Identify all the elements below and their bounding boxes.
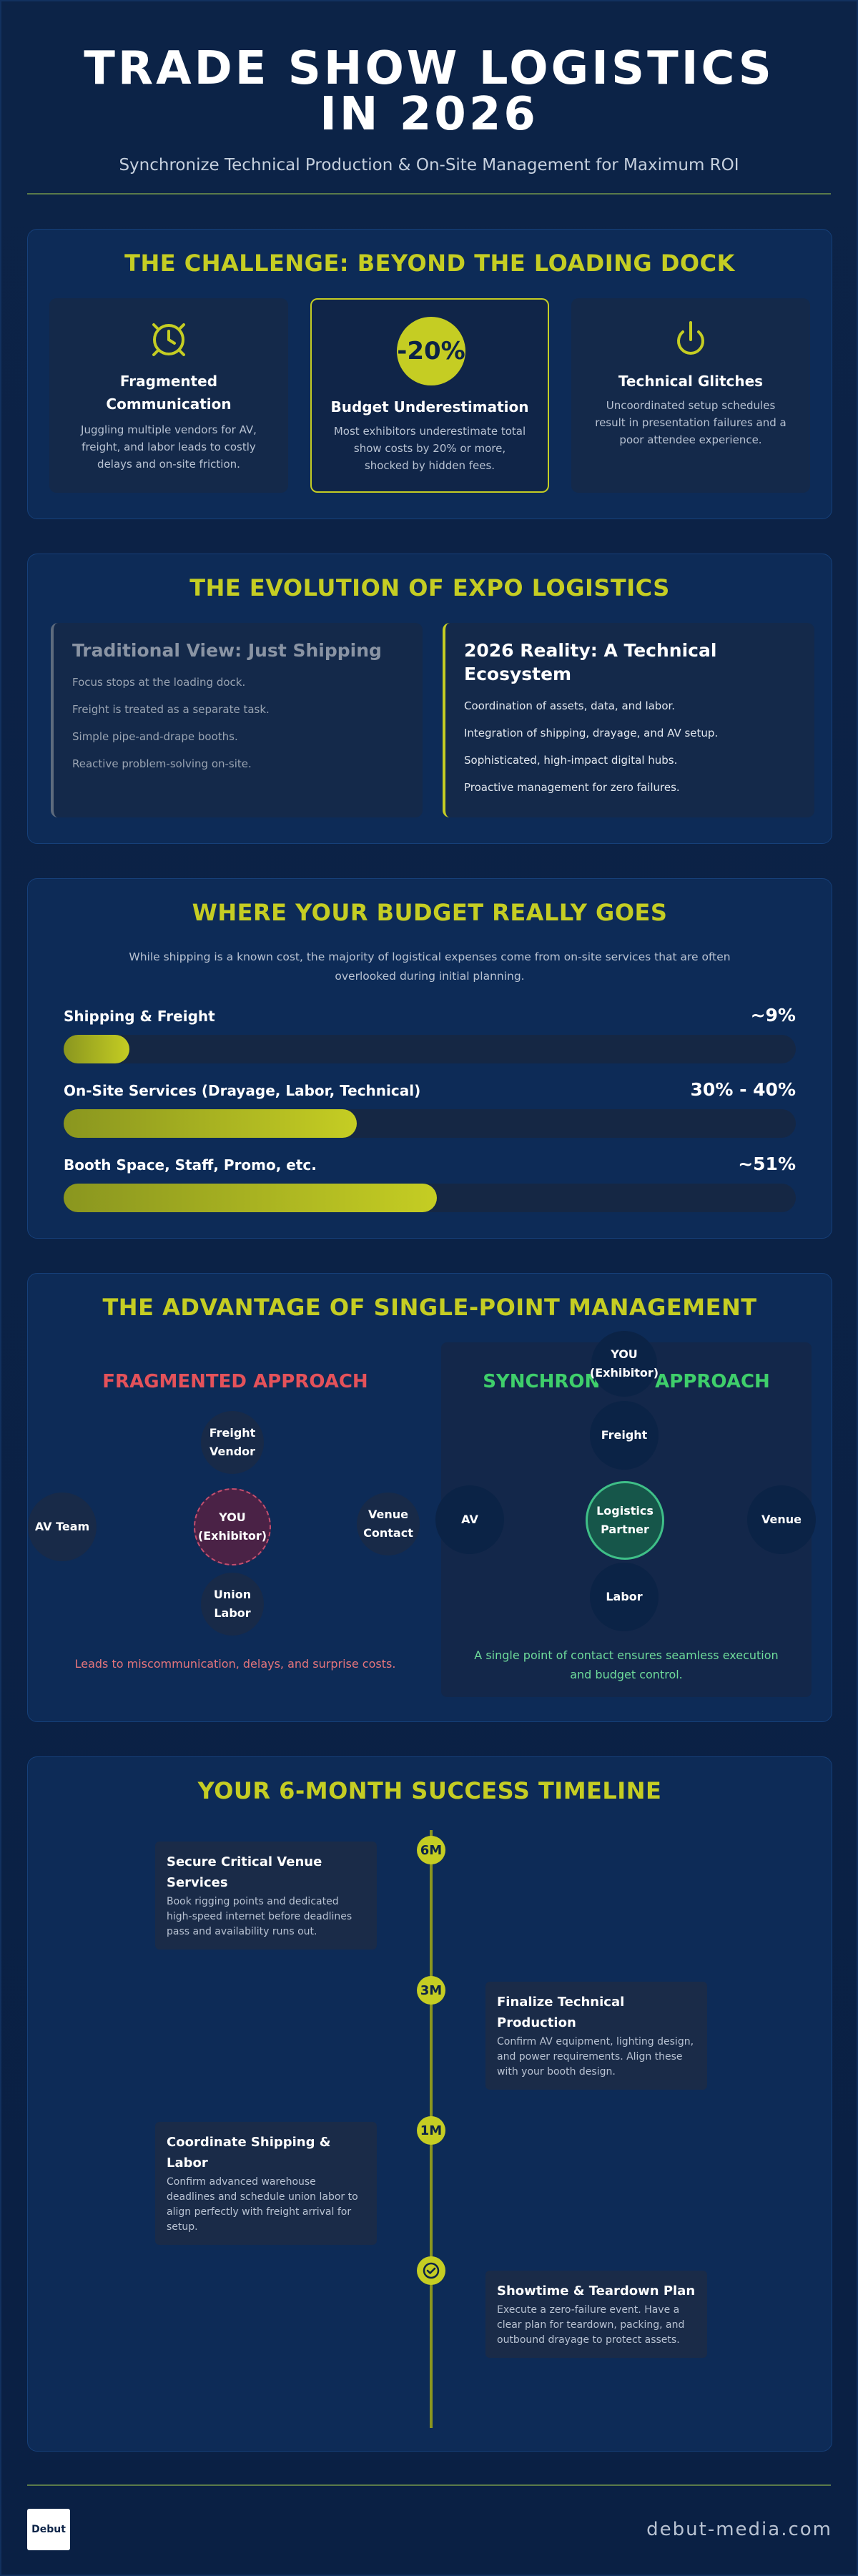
list-item: Reactive problem-solving on-site. (72, 757, 252, 770)
timeline-step-body: Confirm AV equipment, lighting design, a… (497, 2036, 694, 2078)
timeline-step-body: Book rigging points and dedicated high-s… (167, 1896, 352, 1937)
challenge-item-glitches: Technical Glitches Uncoordinated setup s… (571, 298, 810, 493)
challenge-title: THE CHALLENGE: BEYOND THE LOADING DOCK (124, 250, 735, 277)
site-link[interactable]: debut-media.com (646, 2519, 832, 2540)
node-freight-vendor: Freight Vendor (201, 1411, 264, 1474)
node-venue-contact: Venue Contact (357, 1493, 420, 1555)
timeline-step-card: Coordinate Shipping & Labor Confirm adva… (155, 2122, 377, 2245)
timeline-section: YOUR 6-MONTH SUCCESS TIMELINE 6M Secure … (27, 1756, 832, 2452)
timeline-step-card: Secure Critical Venue Services Book rigg… (155, 1842, 377, 1950)
challenge-section: THE CHALLENGE: BEYOND THE LOADING DOCK F… (27, 229, 832, 519)
budget-intro: While shipping is a known cost, the majo… (129, 950, 731, 983)
challenge-item-title: Fragmented Communication (106, 373, 232, 413)
footer-divider (27, 2484, 831, 2486)
challenge-item-body: Most exhibitors underestimate total show… (333, 425, 526, 472)
advantage-section: THE ADVANTAGE OF SINGLE-POINT MANAGEMENT… (27, 1273, 832, 1722)
timeline-marker: 3M (417, 1976, 445, 2005)
node-av: AV (435, 1485, 504, 1554)
budget-row-label: Booth Space, Staff, Promo, etc. (64, 1156, 317, 1174)
debut-logo[interactable]: Debut (27, 2509, 70, 2550)
budget-title: WHERE YOUR BUDGET REALLY GOES (192, 899, 668, 926)
timeline-step-card: Finalize Technical Production Confirm AV… (485, 1982, 707, 2090)
traditional-view-panel: Traditional View: Just Shipping Focus st… (51, 623, 423, 817)
list-item: Coordination of assets, data, and labor. (464, 699, 676, 712)
timeline-step-title: Coordinate Shipping & Labor (167, 2135, 331, 2171)
header-divider (27, 193, 831, 195)
list-item: Sophisticated, high-impact digital hubs. (464, 754, 678, 767)
node-freight: Freight (590, 1401, 659, 1470)
challenge-item-title: Technical Glitches (618, 373, 764, 390)
node-you-exhibitor: YOU (Exhibitor) (590, 1331, 659, 1397)
fragmented-note: Leads to miscommunication, delays, and s… (74, 1657, 396, 1671)
percent-badge: -20% (397, 317, 465, 385)
clock-icon (49, 318, 288, 364)
budget-row-value: ~9% (750, 1005, 796, 1026)
budget-row-shipping: Shipping & Freight ~9% (64, 1005, 796, 1063)
evolution-section: THE EVOLUTION OF EXPO LOGISTICS Traditio… (27, 554, 832, 844)
budget-bar-fill (64, 1184, 438, 1212)
timeline-step-title: Secure Critical Venue Services (167, 1854, 322, 1890)
budget-bar-track (64, 1035, 796, 1063)
node-venue: Venue (747, 1485, 816, 1554)
fragmented-title: FRAGMENTED APPROACH (102, 1371, 368, 1392)
challenge-item-budget: -20% Budget Underestimation Most exhibit… (310, 298, 549, 493)
budget-section: WHERE YOUR BUDGET REALLY GOES While ship… (27, 878, 832, 1239)
challenge-item-title: Budget Underestimation (330, 398, 529, 416)
challenge-item-communication: Fragmented Communication Juggling multip… (49, 298, 288, 493)
budget-bar-fill (64, 1035, 130, 1063)
node-you-exhibitor: YOU (Exhibitor) (194, 1488, 271, 1565)
header: TRADE SHOW LOGISTICS IN 2026 Synchronize… (1, 1, 857, 174)
list-item: Focus stops at the loading dock. (72, 676, 246, 689)
challenge-item-body: Uncoordinated setup schedules result in … (595, 399, 786, 446)
budget-bar-track (64, 1184, 796, 1212)
reality-title: 2026 Reality: A Technical Ecosystem (464, 640, 717, 684)
challenge-item-body: Juggling multiple vendors for AV, freigh… (81, 423, 257, 471)
list-item: Simple pipe-and-drape booths. (72, 730, 238, 743)
timeline-marker: 6M (417, 1836, 445, 1864)
timeline-marker: 1M (417, 2116, 445, 2145)
power-icon (571, 318, 810, 364)
node-labor: Labor (590, 1563, 659, 1631)
budget-bar-track (64, 1109, 796, 1138)
list-item: Proactive management for zero failures. (464, 781, 680, 794)
synchronized-note: A single point of contact ensures seamle… (474, 1648, 779, 1681)
node-union-labor: Union Labor (201, 1573, 264, 1636)
budget-row-booth: Booth Space, Staff, Promo, etc. ~51% (64, 1154, 796, 1212)
budget-row-value: 30% - 40% (690, 1079, 796, 1100)
timeline-step-card: Showtime & Teardown Plan Execute a zero-… (485, 2271, 707, 2358)
budget-row-label: Shipping & Freight (64, 1008, 215, 1025)
timeline-step-title: Finalize Technical Production (497, 1995, 625, 2030)
budget-row-value: ~51% (738, 1154, 796, 1174)
advantage-title: THE ADVANTAGE OF SINGLE-POINT MANAGEMENT (102, 1294, 757, 1321)
timeline-step-body: Execute a zero-failure event. Have a cle… (497, 2304, 685, 2346)
list-item: Freight is treated as a separate task. (72, 703, 270, 716)
page-title: TRADE SHOW LOGISTICS IN 2026 (84, 42, 774, 141)
traditional-view-title: Traditional View: Just Shipping (72, 640, 382, 661)
node-av-team: AV Team (28, 1493, 97, 1561)
timeline-step-body: Confirm advanced warehouse deadlines and… (167, 2176, 358, 2233)
budget-row-label: On-Site Services (Drayage, Labor, Techni… (64, 1082, 421, 1099)
page-subtitle: Synchronize Technical Production & On-Si… (119, 156, 739, 174)
node-logistics-partner: Logistics Partner (586, 1481, 664, 1560)
timeline-step-title: Showtime & Teardown Plan (497, 2284, 696, 2299)
reality-panel: 2026 Reality: A Technical Ecosystem Coor… (443, 623, 814, 817)
evolution-title: THE EVOLUTION OF EXPO LOGISTICS (189, 574, 670, 601)
timeline-title: YOUR 6-MONTH SUCCESS TIMELINE (197, 1777, 662, 1804)
list-item: Integration of shipping, drayage, and AV… (464, 727, 719, 739)
budget-row-onsite: On-Site Services (Drayage, Labor, Techni… (64, 1079, 796, 1138)
budget-bar-fill (64, 1109, 357, 1138)
check-circle-icon (417, 2256, 445, 2285)
